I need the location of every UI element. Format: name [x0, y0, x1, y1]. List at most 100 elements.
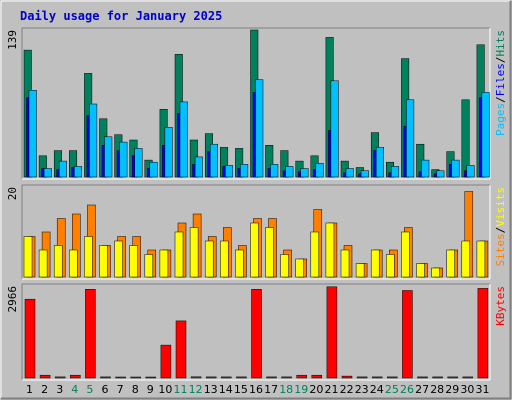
bar-kbytes-day-26 [402, 290, 413, 379]
day-label-28: 28 [430, 383, 444, 396]
bar-pages-day-7 [119, 141, 128, 178]
bar-sites-day-14 [220, 240, 229, 278]
bar-pages-day-17 [270, 164, 279, 178]
bar-sites-day-25 [386, 254, 395, 278]
day-labels: 1 2 3 4 5 6 7 8 9 10 11 12 13 14 15 16 17 18 19 20 21 22 23 24 2… [26, 383, 490, 396]
legend-item: Sites [494, 233, 507, 266]
bar-pages-day-2 [43, 168, 52, 178]
legend-item: Visits [494, 187, 507, 227]
bar-sites-day-5 [84, 236, 93, 278]
day-label-31: 31 [476, 383, 490, 396]
bar-kbytes-day-2 [39, 374, 51, 379]
bar-sites-day-15 [235, 249, 244, 278]
day-label-27: 27 [415, 383, 429, 396]
bar-sites-day-31 [476, 240, 486, 278]
bar-kbytes-day-27 [417, 376, 428, 379]
bar-kbytes-day-21 [326, 286, 338, 379]
legend-kbytes: KBytes [494, 286, 507, 326]
bar-pages-day-12 [194, 156, 203, 178]
bar-kbytes-day-24 [371, 376, 383, 379]
bar-pages-day-15 [240, 164, 249, 178]
day-label-20: 20 [309, 383, 323, 396]
bar-kbytes-day-10 [160, 344, 172, 379]
bar-kbytes-day-11 [175, 320, 187, 379]
bar-sites-day-4 [69, 249, 78, 278]
bar-pages-day-4 [74, 166, 83, 178]
bar-kbytes-day-3 [54, 376, 66, 379]
bar-sites-day-3 [53, 245, 63, 278]
bar-sites-day-8 [129, 245, 138, 278]
bar-sites-day-11 [174, 231, 184, 278]
legend-visits-sites: Sites/Visits [494, 187, 507, 267]
day-label-1: 1 [26, 383, 33, 396]
bar-sites-day-18 [280, 254, 289, 278]
bar-kbytes-day-25 [387, 376, 398, 379]
bar-pages-day-20 [315, 163, 324, 178]
bar-pages-day-3 [58, 160, 67, 178]
bar-kbytes-day-31 [477, 288, 489, 379]
bar-kbytes-day-28 [432, 376, 443, 379]
day-label-4: 4 [71, 383, 78, 396]
day-label-23: 23 [355, 383, 369, 396]
bar-sites-day-13 [204, 240, 214, 278]
bar-sites-day-28 [431, 267, 440, 278]
bar-kbytes-day-6 [100, 376, 111, 379]
bar-kbytes-day-18 [281, 376, 292, 379]
chart-title: Daily usage for January 2025 [20, 9, 222, 23]
bar-kbytes-day-7 [115, 376, 126, 379]
bar-pages-day-30 [466, 165, 475, 178]
bar-pages-day-10 [164, 127, 173, 178]
panel-visits-sites: 20 Sites/Visits [6, 184, 507, 280]
bar-kbytes-day-4 [70, 374, 81, 379]
bar-sites-day-17 [265, 227, 274, 278]
bar-kbytes-day-17 [266, 376, 277, 379]
day-label-24: 24 [370, 383, 384, 396]
bar-pages-day-18 [285, 166, 294, 178]
bar-pages-day-5 [89, 103, 98, 178]
bar-sites-day-2 [38, 249, 48, 278]
bar-sites-day-1 [23, 236, 33, 278]
bar-pages-day-9 [149, 161, 158, 178]
day-label-6: 6 [102, 383, 109, 396]
day-label-25: 25 [385, 383, 399, 396]
bar-kbytes-day-29 [447, 376, 458, 379]
day-label-18: 18 [279, 383, 293, 396]
day-label-5: 5 [86, 383, 93, 396]
bar-pages-day-22 [345, 168, 354, 178]
bar-sites-day-23 [355, 263, 365, 278]
bar-sites-day-24 [370, 249, 380, 278]
y-max-label: 139 [6, 30, 19, 50]
legend-item: Files [494, 63, 507, 96]
bar-pages-day-6 [104, 136, 113, 178]
legend-item: Pages [494, 103, 507, 136]
day-label-9: 9 [147, 383, 154, 396]
bar-pages-day-24 [375, 147, 384, 178]
bar-pages-day-16 [255, 79, 264, 178]
bar-kbytes-day-12 [190, 376, 202, 379]
bar-kbytes-day-20 [311, 374, 323, 379]
bar-sites-day-19 [295, 258, 304, 278]
day-label-29: 29 [445, 383, 459, 396]
bar-pages-day-28 [436, 170, 445, 178]
day-label-13: 13 [204, 383, 218, 396]
bar-pages-day-19 [300, 168, 309, 178]
legend-hits-files-pages: Pages/Files/Hits [494, 30, 507, 136]
bar-sites-day-6 [99, 245, 108, 278]
y-max-label: 20 [6, 187, 19, 200]
bar-pages-day-26 [406, 99, 415, 178]
day-label-11: 11 [174, 383, 188, 396]
bar-sites-day-29 [446, 249, 455, 278]
day-label-17: 17 [264, 383, 278, 396]
legend-item: / [494, 227, 507, 234]
bar-kbytes-day-16 [251, 289, 262, 379]
bar-sites-day-26 [401, 231, 410, 278]
bar-pages-day-25 [391, 166, 400, 178]
bar-pages-day-8 [134, 148, 143, 178]
bar-pages-day-27 [421, 159, 430, 178]
day-label-2: 2 [41, 383, 48, 396]
bar-sites-day-9 [144, 254, 154, 278]
bar-pages-day-29 [451, 159, 460, 178]
day-label-10: 10 [158, 383, 172, 396]
bar-sites-day-20 [310, 231, 320, 278]
